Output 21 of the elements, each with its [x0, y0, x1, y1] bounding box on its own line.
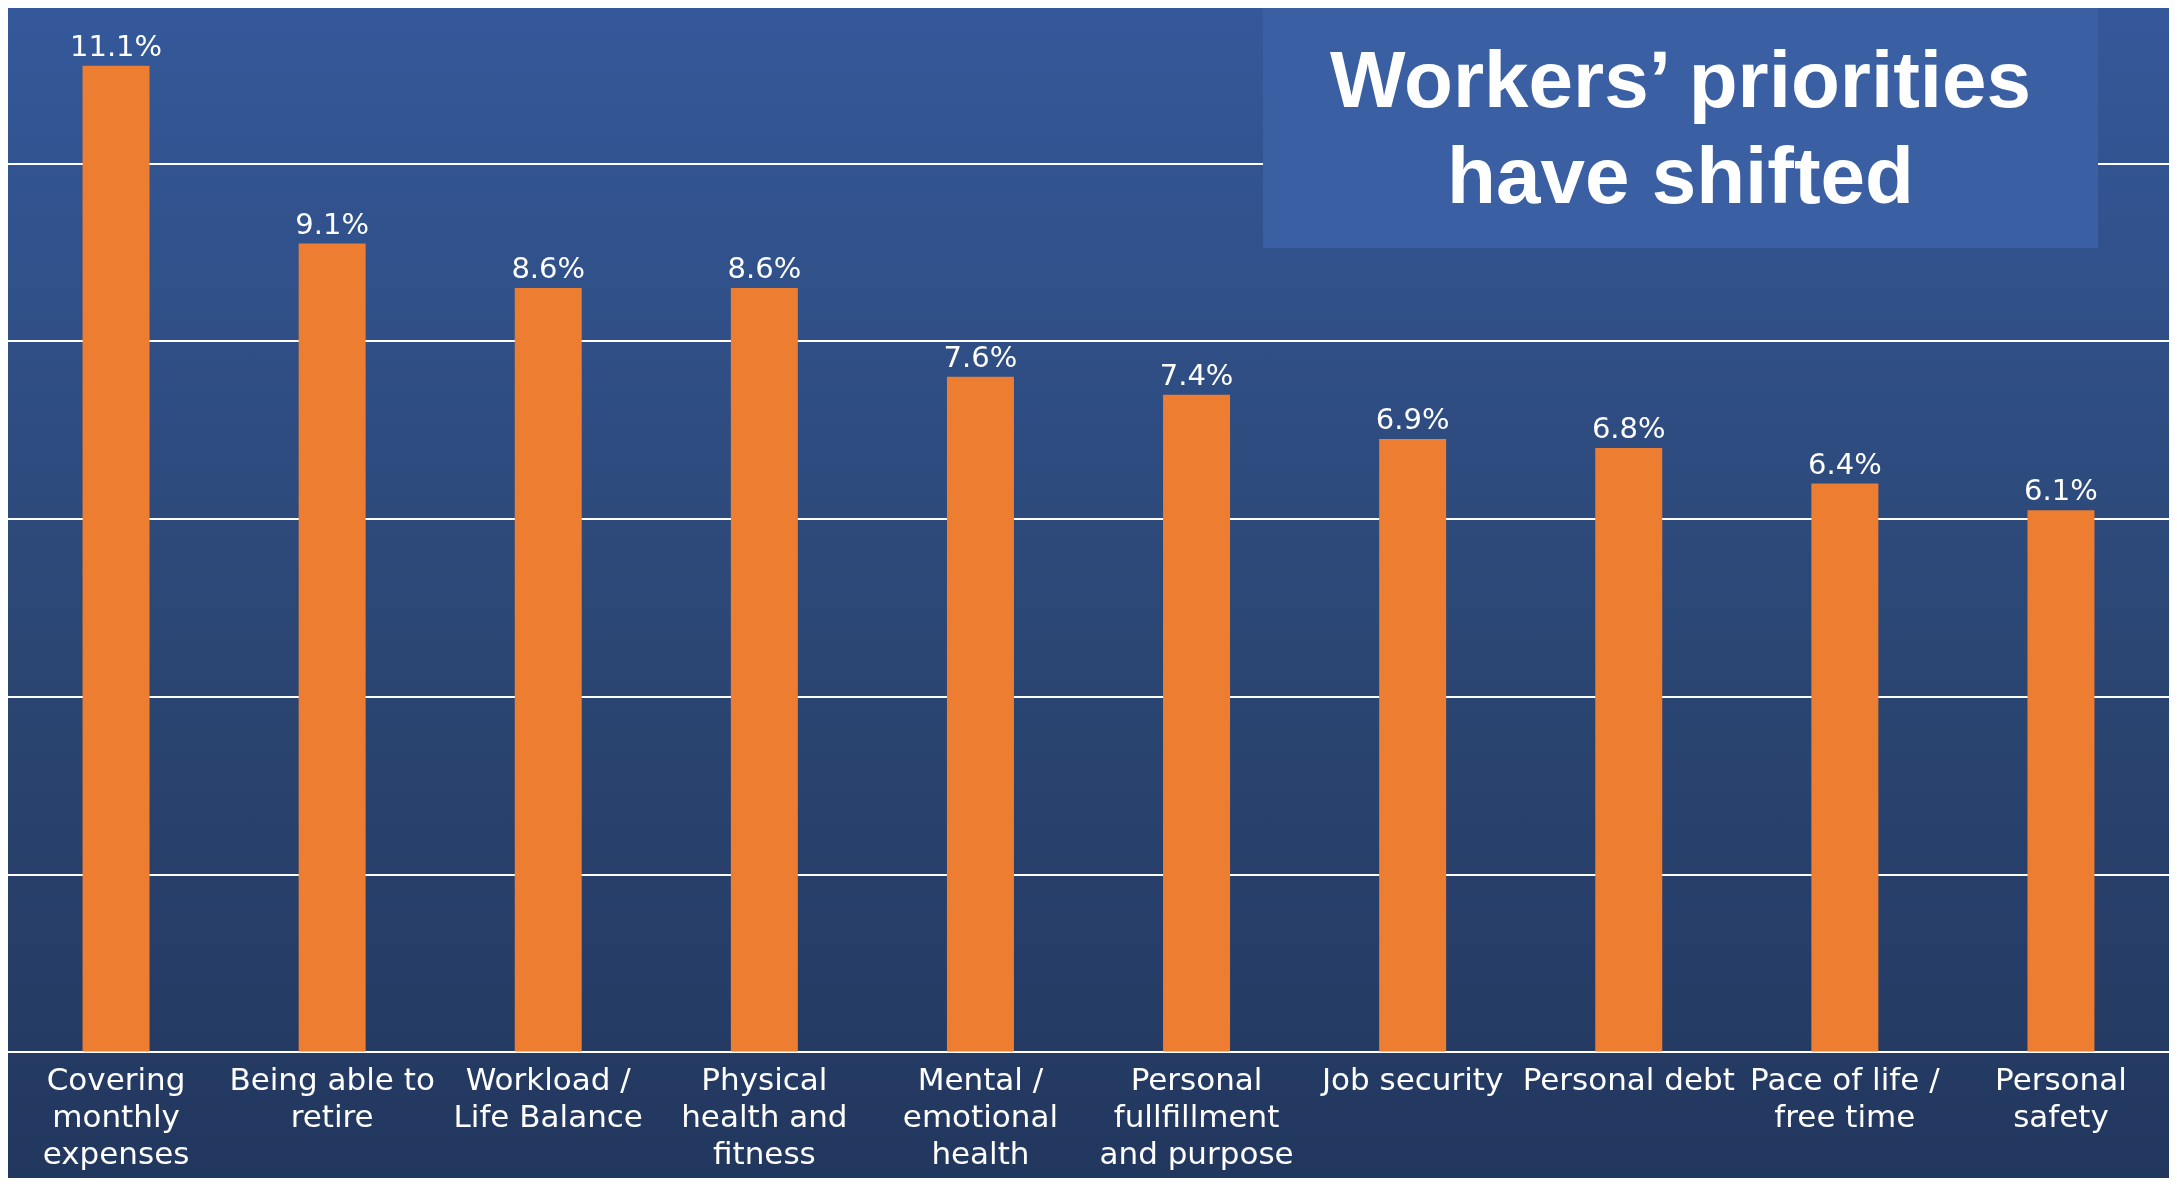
- text: Workers’ priorities have shifted: [1263, 8, 2098, 248]
- data-label: 8.6%: [727, 251, 802, 286]
- x-tick-label: Physical health and fitness: [681, 1061, 848, 1172]
- x-tick-label: Covering monthly expenses: [42, 1061, 190, 1172]
- data-label: 7.4%: [1159, 357, 1234, 392]
- data-label: 11.1%: [69, 28, 163, 63]
- x-tick-label: Mental / emotional health: [902, 1061, 1059, 1172]
- x-tick-label: Personal safety: [1995, 1061, 2127, 1135]
- x-tick-label: Workload / Life Balance: [453, 1061, 643, 1135]
- data-label: 8.6%: [511, 251, 586, 286]
- data-label: 9.1%: [295, 206, 369, 241]
- x-tick-label: Personal fullfillment and purpose: [1099, 1061, 1294, 1172]
- x-tick-label: Pace of life / free time: [1750, 1061, 1941, 1135]
- data-label: 6.8%: [1591, 411, 1666, 446]
- data-label: 7.6%: [943, 339, 1018, 374]
- data-label: 6.9%: [1375, 402, 1450, 437]
- x-tick-label: Being able to retire: [229, 1061, 435, 1135]
- x-tick-label: Personal debt: [1522, 1061, 1735, 1098]
- data-label: 6.4%: [1808, 446, 1882, 481]
- data-label: 6.1%: [2024, 473, 2098, 508]
- x-tick-label: Job security: [1319, 1061, 1504, 1098]
